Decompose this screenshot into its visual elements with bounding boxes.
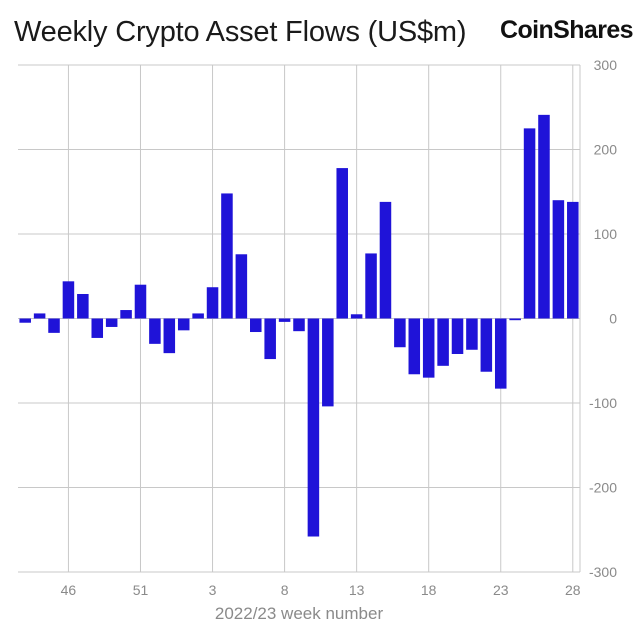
bar: [567, 201, 579, 319]
y-tick-label: -300: [589, 564, 617, 580]
x-tick-label: 28: [565, 582, 581, 598]
bar: [451, 318, 464, 354]
bar: [48, 318, 60, 333]
bar: [538, 114, 550, 319]
coinshares-logo: CoinShares: [500, 16, 634, 44]
bar: [293, 318, 305, 332]
bar: [422, 318, 435, 378]
x-axis-ticks: 46 51 3 8 13 18 23 28: [61, 582, 581, 598]
y-tick-label: 300: [594, 57, 618, 73]
y-tick-label: 100: [594, 226, 618, 242]
x-axis-title: 2022/23 week number: [215, 604, 384, 623]
chart-title: Weekly Crypto Asset Flows (US$m): [14, 16, 467, 48]
bar: [134, 284, 147, 319]
bar: [379, 201, 392, 319]
x-tick-label: 51: [133, 582, 149, 598]
bar: [466, 318, 478, 350]
bar: [509, 318, 521, 321]
bar: [494, 318, 507, 389]
bar: [62, 281, 75, 319]
bar: [177, 318, 190, 331]
bar: [221, 193, 233, 319]
bar: [480, 318, 493, 372]
bar: [149, 318, 161, 344]
y-tick-label: 0: [609, 311, 617, 327]
y-tick-label: 200: [594, 142, 618, 158]
x-tick-label: 3: [209, 582, 217, 598]
x-tick-label: 18: [421, 582, 437, 598]
bar: [394, 318, 406, 348]
bar: [105, 318, 118, 327]
bar: [336, 168, 348, 319]
bar: [33, 313, 46, 319]
x-tick-label: 46: [61, 582, 77, 598]
bar: [19, 318, 31, 323]
bar: [437, 318, 449, 366]
bar: [120, 310, 132, 319]
bar: [523, 128, 536, 319]
x-tick-label: 8: [281, 582, 289, 598]
bar: [278, 318, 291, 322]
bar: [235, 254, 248, 319]
bar: [91, 318, 104, 338]
bar: [77, 293, 89, 319]
bar: [408, 318, 421, 375]
x-tick-label: 23: [493, 582, 509, 598]
bar: [350, 314, 363, 319]
y-tick-label: -100: [589, 395, 617, 411]
bar: [192, 313, 204, 319]
y-tick-label: -200: [589, 480, 617, 496]
bar: [250, 318, 262, 333]
y-axis-ticks: 300 200 100 0 -100 -200 -300: [589, 57, 617, 580]
bar-series: [19, 114, 579, 537]
bar: [322, 318, 334, 407]
bar: [206, 287, 219, 319]
x-tick-label: 13: [349, 582, 365, 598]
bar: [163, 318, 176, 354]
bar: [264, 318, 276, 360]
bar: [365, 253, 377, 319]
bar: [307, 318, 320, 537]
bar: [552, 200, 565, 319]
